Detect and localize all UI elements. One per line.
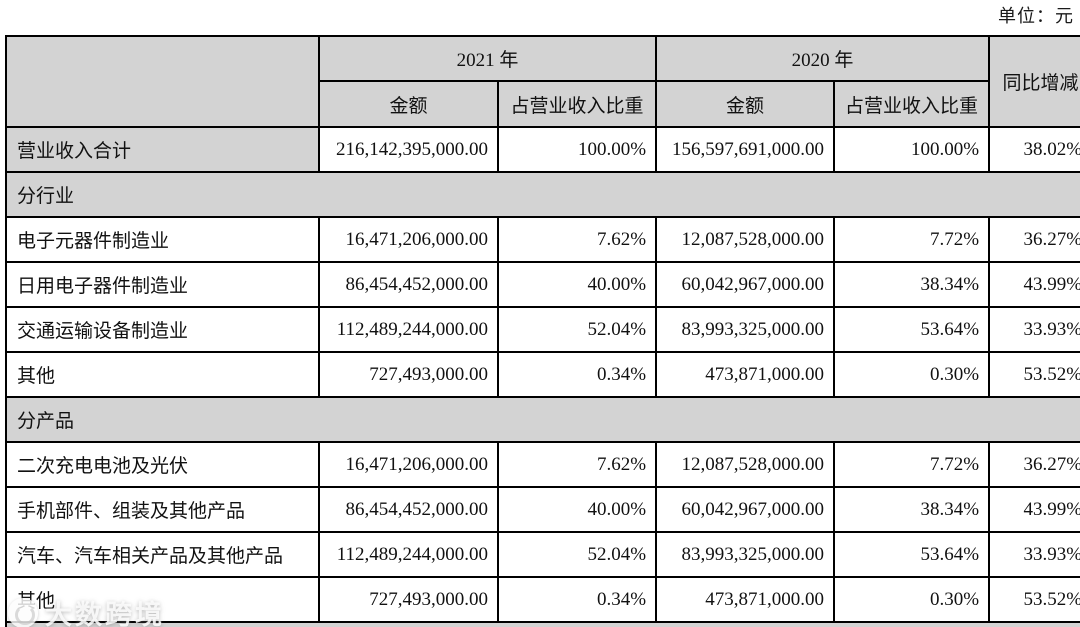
share-2021-cell: 0.34% xyxy=(496,576,658,623)
section-row: 分行业 xyxy=(4,171,1080,218)
table-row: 其他 727,493,000.00 0.34% 473,871,000.00 0… xyxy=(5,576,1080,623)
share-2020-header: 占营业收入比重 xyxy=(833,80,991,128)
share-2021-cell: 7.62% xyxy=(496,216,658,263)
amount-2020-cell: 156,597,691,000.00 xyxy=(655,126,836,173)
row-label-cell: 日用电子器件制造业 xyxy=(5,261,320,308)
amount-2021-cell: 112,489,244,000.00 xyxy=(318,531,499,578)
share-2020-cell: 38.34% xyxy=(833,261,991,308)
table-row: 手机部件、组装及其他产品 86,454,452,000.00 40.00% 60… xyxy=(5,486,1080,533)
header-row-years: 2021 年 2020 年 同比增减 xyxy=(5,35,1080,128)
amount-2021-cell: 86,454,452,000.00 xyxy=(318,261,499,308)
amount-2021-cell: 16,471,206,000.00 xyxy=(318,216,499,263)
share-2020-cell: 0.30% xyxy=(833,576,991,623)
table-body: 营业收入合计 216,142,395,000.00 100.00% 156,59… xyxy=(4,126,1080,623)
amount-2020-cell: 12,087,528,000.00 xyxy=(655,216,836,263)
row-label-cell: 营业收入合计 xyxy=(5,126,320,173)
table-row: 电子元器件制造业 16,471,206,000.00 7.62% 12,087,… xyxy=(5,216,1080,263)
amount-2020-cell: 473,871,000.00 xyxy=(655,351,836,398)
share-2021-cell: 52.04% xyxy=(496,306,658,353)
share-2021-header: 占营业收入比重 xyxy=(496,80,658,128)
section-label-cell: 分产品 xyxy=(4,396,1080,443)
cutoff-section-cell xyxy=(4,621,1080,627)
table-header: 2021 年 2020 年 同比增减 金额 占营业收入比重 金额 占营业收入比重 xyxy=(5,35,1080,128)
share-2021-cell: 40.00% xyxy=(496,486,658,533)
yoy-cell: 43.99% xyxy=(988,486,1080,533)
share-2020-cell: 53.64% xyxy=(833,531,991,578)
share-2020-cell: 7.72% xyxy=(833,216,991,263)
yoy-cell: 53.52% xyxy=(988,576,1080,623)
share-2020-cell: 53.64% xyxy=(833,306,991,353)
row-label-cell: 手机部件、组装及其他产品 xyxy=(5,486,320,533)
table-row: 二次充电电池及光伏 16,471,206,000.00 7.62% 12,087… xyxy=(5,441,1080,488)
table-row: 其他 727,493,000.00 0.34% 473,871,000.00 0… xyxy=(5,351,1080,398)
unit-label: 单位：元 xyxy=(998,6,1074,26)
amount-2020-cell: 83,993,325,000.00 xyxy=(655,306,836,353)
amount-2021-cell: 727,493,000.00 xyxy=(318,351,499,398)
row-label-cell: 二次充电电池及光伏 xyxy=(5,441,320,488)
row-label-cell: 其他 xyxy=(5,576,320,623)
yoy-cell: 53.52% xyxy=(988,351,1080,398)
amount-2020-cell: 12,087,528,000.00 xyxy=(655,441,836,488)
yoy-cell: 33.93% xyxy=(988,531,1080,578)
revenue-breakdown-table: 2021 年 2020 年 同比增减 金额 占营业收入比重 金额 占营业收入比重… xyxy=(4,35,1080,627)
yoy-cell: 36.27% xyxy=(988,216,1080,263)
row-label-cell: 汽车、汽车相关产品及其他产品 xyxy=(5,531,320,578)
amount-2021-cell: 112,489,244,000.00 xyxy=(318,306,499,353)
table-row: 日用电子器件制造业 86,454,452,000.00 40.00% 60,04… xyxy=(5,261,1080,308)
year-2021-header: 2021 年 xyxy=(317,35,658,82)
header-row-measures: 金额 占营业收入比重 金额 占营业收入比重 xyxy=(6,80,1080,128)
corner-blank-cell xyxy=(5,35,320,128)
share-2021-cell: 7.62% xyxy=(496,441,658,488)
yoy-header: 同比增减 xyxy=(988,35,1080,128)
yoy-cell: 38.02% xyxy=(988,126,1080,173)
year-2020-header: 2020 年 xyxy=(655,35,991,82)
share-2020-cell: 38.34% xyxy=(833,486,991,533)
share-2020-cell: 100.00% xyxy=(833,126,991,173)
amount-2020-header: 金额 xyxy=(655,80,836,128)
amount-2021-cell: 216,142,395,000.00 xyxy=(318,126,499,173)
table-footer xyxy=(4,621,1080,627)
share-2020-cell: 7.72% xyxy=(833,441,991,488)
cutoff-section-row xyxy=(4,621,1080,627)
share-2021-cell: 100.00% xyxy=(496,126,658,173)
yoy-cell: 33.93% xyxy=(988,306,1080,353)
amount-2021-cell: 727,493,000.00 xyxy=(318,576,499,623)
amount-2020-cell: 60,042,967,000.00 xyxy=(655,261,836,308)
table-row: 交通运输设备制造业 112,489,244,000.00 52.04% 83,9… xyxy=(5,306,1080,353)
amount-2021-cell: 16,471,206,000.00 xyxy=(318,441,499,488)
amount-2021-cell: 86,454,452,000.00 xyxy=(318,486,499,533)
share-2021-cell: 40.00% xyxy=(496,261,658,308)
yoy-cell: 43.99% xyxy=(988,261,1080,308)
row-label-cell: 电子元器件制造业 xyxy=(5,216,320,263)
amount-2020-cell: 473,871,000.00 xyxy=(655,576,836,623)
section-row: 分产品 xyxy=(4,396,1080,443)
row-label-cell: 其他 xyxy=(5,351,320,398)
amount-2021-header: 金额 xyxy=(318,80,499,128)
share-2021-cell: 0.34% xyxy=(496,351,658,398)
share-2021-cell: 52.04% xyxy=(496,531,658,578)
table-row: 汽车、汽车相关产品及其他产品 112,489,244,000.00 52.04%… xyxy=(5,531,1080,578)
section-label-cell: 分行业 xyxy=(4,171,1080,218)
table-row: 营业收入合计 216,142,395,000.00 100.00% 156,59… xyxy=(5,126,1080,173)
amount-2020-cell: 60,042,967,000.00 xyxy=(655,486,836,533)
yoy-cell: 36.27% xyxy=(988,441,1080,488)
row-label-cell: 交通运输设备制造业 xyxy=(5,306,320,353)
share-2020-cell: 0.30% xyxy=(833,351,991,398)
amount-2020-cell: 83,993,325,000.00 xyxy=(655,531,836,578)
